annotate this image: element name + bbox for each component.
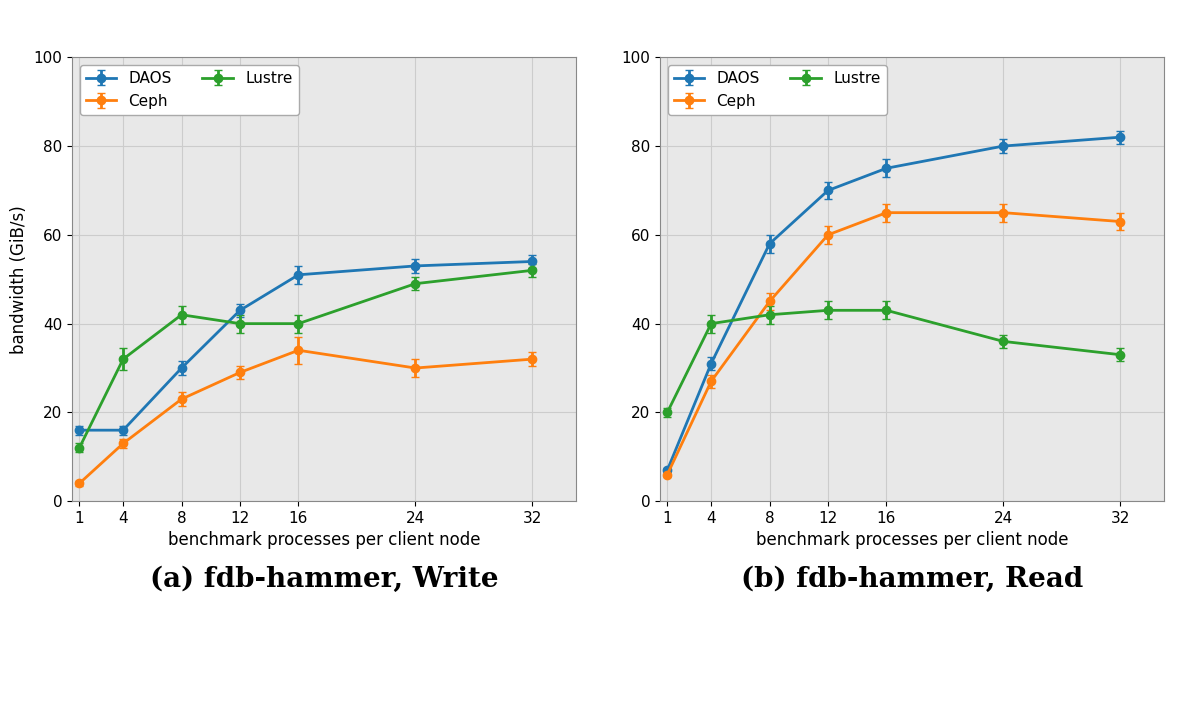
Y-axis label: bandwidth (GiB/s): bandwidth (GiB/s) (10, 205, 28, 354)
Legend: DAOS, Ceph, Lustre: DAOS, Ceph, Lustre (79, 65, 299, 115)
Legend: DAOS, Ceph, Lustre: DAOS, Ceph, Lustre (667, 65, 887, 115)
Text: (a) fdb-hammer, Write: (a) fdb-hammer, Write (150, 566, 498, 594)
X-axis label: benchmark processes per client node: benchmark processes per client node (756, 531, 1068, 549)
Text: (b) fdb-hammer, Read: (b) fdb-hammer, Read (740, 566, 1084, 594)
X-axis label: benchmark processes per client node: benchmark processes per client node (168, 531, 480, 549)
